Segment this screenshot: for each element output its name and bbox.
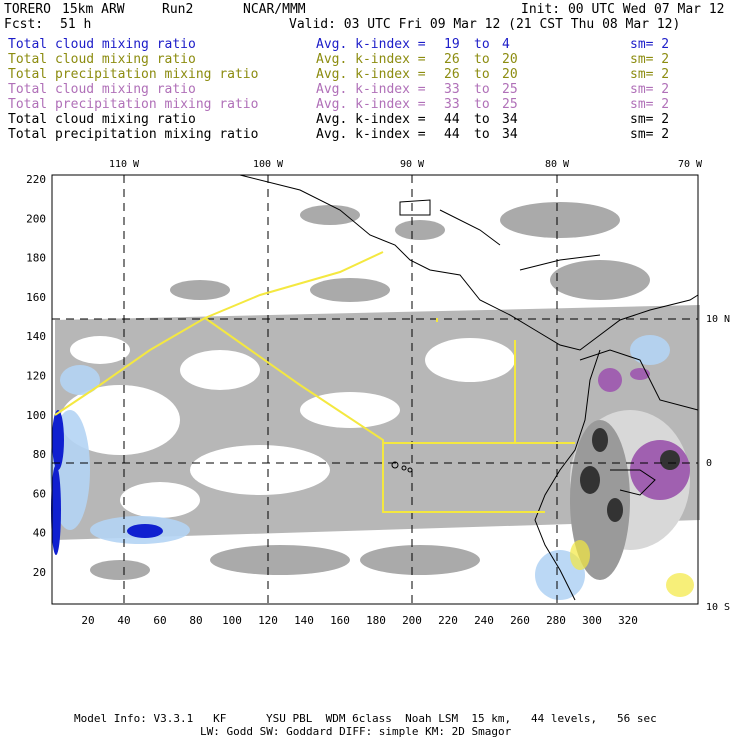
longitude-label: 100 W: [253, 159, 284, 170]
coastlines: [239, 174, 699, 601]
field-smoothing: sm= 2: [630, 127, 670, 142]
field-to: to: [474, 37, 490, 52]
y-tick-label: 60: [33, 487, 46, 500]
y-tick-label: 120: [26, 370, 46, 383]
yellow-boundaries: [54, 251, 575, 513]
x-tick-label: 320: [618, 614, 638, 627]
field-k-end: 34: [502, 112, 518, 127]
gray-cloud-field: [55, 202, 700, 580]
field-k-end: 25: [502, 82, 518, 97]
x-tick-label: 140: [294, 614, 314, 627]
field-to: to: [474, 127, 490, 142]
field-k-start: 33: [444, 82, 460, 97]
x-tick-label: 280: [546, 614, 566, 627]
field-name: Total cloud mixing ratio: [8, 37, 196, 52]
x-tick-label: 20: [81, 614, 94, 627]
field-k-end: 25: [502, 97, 518, 112]
y-tick-label: 140: [26, 330, 46, 343]
field-kindex-label: Avg. k-index =: [316, 97, 426, 112]
longitude-label: 110 W: [109, 159, 140, 170]
field-kindex-label: Avg. k-index =: [316, 112, 426, 127]
field-name: Total cloud mixing ratio: [8, 82, 196, 97]
convection-cluster: [570, 368, 694, 597]
field-to: to: [474, 97, 490, 112]
field-name: Total cloud mixing ratio: [8, 112, 196, 127]
latitude-labels: 10 N 0 10 S: [706, 314, 730, 613]
field-smoothing: sm= 2: [630, 52, 670, 67]
x-tick-label: 240: [474, 614, 494, 627]
x-tick-label: 120: [258, 614, 278, 627]
x-tick-label: 260: [510, 614, 530, 627]
field-smoothing: sm= 2: [630, 67, 670, 82]
header-model: TORERO: [4, 2, 51, 17]
latitude-label: 10 N: [706, 314, 730, 325]
field-smoothing: sm= 2: [630, 82, 670, 97]
field-kindex-label: Avg. k-index =: [316, 37, 426, 52]
x-tick-label: 200: [402, 614, 422, 627]
latitude-label: 10 S: [706, 602, 730, 613]
x-tick-label: 80: [189, 614, 202, 627]
field-kindex-label: Avg. k-index =: [316, 67, 426, 82]
header-org: NCAR/MMM: [243, 2, 306, 17]
field-k-end: 4: [502, 37, 510, 52]
field-k-end: 20: [502, 67, 518, 82]
longitude-label: 80 W: [545, 159, 570, 170]
field-name: Total precipitation mixing ratio: [8, 127, 259, 142]
header-resolution: 15km ARW: [62, 2, 125, 17]
x-tick-label: 300: [582, 614, 602, 627]
x-tick-label: 100: [222, 614, 242, 627]
longitude-labels: 110 W 100 W 90 W 80 W 70 W: [109, 159, 703, 170]
field-k-start: 44: [444, 112, 460, 127]
field-k-start: 44: [444, 127, 460, 142]
y-tick-label: 220: [26, 173, 46, 186]
y-grid-ticks: 20 40 60 80 100 120 140 160 180 200 220: [26, 173, 46, 579]
field-name: Total cloud mixing ratio: [8, 52, 196, 67]
longitude-label: 90 W: [400, 159, 425, 170]
field-kindex-label: Avg. k-index =: [316, 127, 426, 142]
longitude-label: 70 W: [678, 159, 703, 170]
fcst-label: Fcst:: [4, 17, 44, 32]
field-kindex-label: Avg. k-index =: [316, 82, 426, 97]
latitude-label: 0: [706, 458, 712, 469]
field-kindex-label: Avg. k-index =: [316, 52, 426, 67]
field-k-end: 34: [502, 127, 518, 142]
field-to: to: [474, 67, 490, 82]
y-tick-label: 180: [26, 252, 46, 265]
y-tick-label: 20: [33, 566, 46, 579]
y-tick-label: 200: [26, 212, 46, 225]
field-k-start: 26: [444, 67, 460, 82]
header-init: Init: 00 UTC Wed 07 Mar 12: [521, 2, 725, 17]
x-tick-label: 40: [117, 614, 130, 627]
field-name: Total precipitation mixing ratio: [8, 97, 259, 112]
field-to: to: [474, 52, 490, 67]
x-tick-label: 160: [330, 614, 350, 627]
x-grid-ticks: 20 40 60 80 100 120 140 160 180 200 220 240 260 280 30…: [81, 614, 638, 627]
y-tick-label: 40: [33, 527, 46, 540]
fcst-value: 51 h: [60, 17, 92, 32]
x-tick-label: 220: [438, 614, 458, 627]
y-tick-label: 80: [33, 448, 46, 461]
header-valid: Valid: 03 UTC Fri 09 Mar 12 (21 CST Thu …: [289, 17, 681, 32]
footer-line1: Model Info: V3.3.1 KF YSU PBL WDM 6class…: [74, 712, 657, 725]
x-tick-label: 60: [153, 614, 166, 627]
field-smoothing: sm= 2: [630, 37, 670, 52]
y-tick-label: 160: [26, 291, 46, 304]
lat-lon-grid: [52, 175, 698, 604]
field-k-end: 20: [502, 52, 518, 67]
field-smoothing: sm= 2: [630, 97, 670, 112]
field-name: Total precipitation mixing ratio: [8, 67, 259, 82]
field-k-start: 19: [444, 37, 460, 52]
field-k-start: 26: [444, 52, 460, 67]
field-to: to: [474, 112, 490, 127]
plot-border: [51, 174, 699, 605]
field-k-start: 33: [444, 97, 460, 112]
x-tick-label: 180: [366, 614, 386, 627]
footer-line2: LW: Godd SW: Goddard DIFF: simple KM: 2D…: [200, 725, 512, 738]
header-run: Run2: [162, 2, 194, 17]
field-smoothing: sm= 2: [630, 112, 670, 127]
y-tick-label: 100: [26, 409, 46, 422]
field-to: to: [474, 82, 490, 97]
